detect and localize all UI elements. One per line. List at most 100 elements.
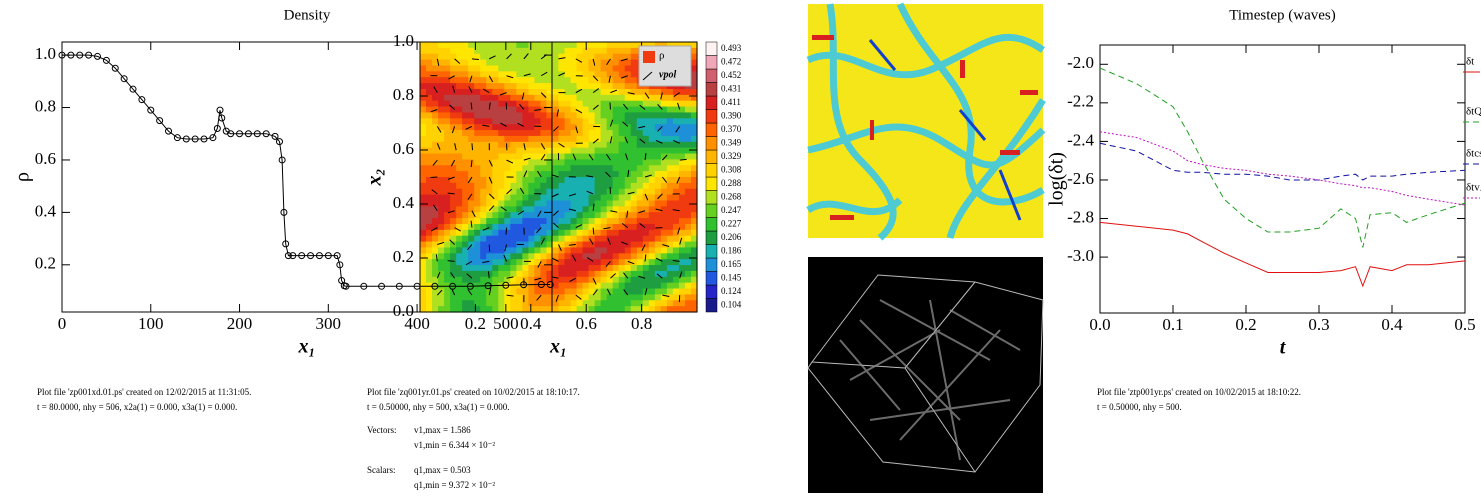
field-cell — [420, 229, 427, 237]
field-cell — [564, 112, 572, 119]
field-cell — [462, 223, 469, 231]
field-cell — [576, 306, 584, 313]
field-cell — [690, 159, 698, 166]
velocity-arrow — [487, 271, 490, 279]
field-cell — [444, 112, 451, 119]
field-cell — [504, 124, 511, 131]
field-cell — [600, 130, 608, 137]
field-cell — [528, 229, 536, 237]
field-cell — [558, 106, 566, 114]
field-cell — [660, 306, 668, 313]
field-cell — [564, 288, 572, 295]
field-cell — [492, 65, 499, 72]
field-cell — [660, 247, 668, 254]
field-cell — [444, 288, 451, 295]
velocity-arrow — [662, 244, 670, 247]
field-cell — [534, 147, 542, 155]
field-cell — [636, 188, 644, 196]
field-cell — [432, 112, 439, 119]
field-cell — [492, 112, 499, 119]
field-cell — [654, 259, 662, 266]
velocity-arrow — [627, 169, 630, 178]
field-cell — [432, 212, 439, 219]
field-cell — [630, 47, 638, 55]
field-cell — [432, 77, 439, 84]
field-cell — [690, 265, 698, 272]
field-cell — [594, 306, 602, 313]
field-cell — [654, 42, 662, 49]
field-cell — [588, 282, 596, 290]
field-cell — [426, 159, 433, 166]
field-cell — [594, 200, 602, 207]
field-cell — [552, 171, 560, 178]
field-cell — [624, 265, 632, 272]
field-cell — [558, 165, 566, 172]
field-cell — [432, 71, 439, 78]
field-cell — [612, 83, 620, 90]
field-cell — [468, 212, 475, 219]
field-cell — [624, 177, 632, 184]
field-cell — [528, 270, 536, 278]
velocity-arrow — [551, 174, 559, 178]
field-cell — [630, 300, 638, 307]
field-cell — [582, 159, 590, 166]
field-cell — [660, 212, 668, 219]
field-cell — [480, 94, 487, 102]
field-cell — [540, 159, 548, 166]
field-cell — [468, 71, 475, 78]
velocity-arrow — [447, 192, 455, 195]
field-cell — [486, 200, 493, 207]
data-point — [85, 51, 93, 59]
field-cell — [444, 229, 451, 237]
data-point — [236, 130, 244, 138]
velocity-arrow — [488, 205, 495, 212]
field-cell — [450, 194, 457, 202]
field-cell — [516, 141, 523, 149]
field-cell — [438, 77, 445, 84]
field-cell — [528, 259, 536, 266]
field-cell — [654, 223, 662, 231]
velocity-arrow — [519, 187, 525, 195]
field-cell — [540, 294, 548, 301]
legend-label: δtcs — [1466, 148, 1481, 160]
field-cell — [480, 300, 487, 307]
field-cell — [630, 218, 638, 225]
field-cell — [642, 42, 650, 49]
velocity-arrow — [433, 204, 438, 212]
field-cell — [558, 59, 566, 67]
field-cell — [534, 212, 542, 219]
field-cell — [630, 112, 638, 119]
field-cell — [624, 141, 632, 149]
field-cell — [486, 59, 493, 67]
field-cell — [600, 153, 608, 160]
field-cell — [618, 124, 626, 131]
field-cell — [450, 71, 457, 78]
velocity-arrow — [620, 75, 628, 79]
field-cell — [474, 200, 481, 207]
velocity-arrow — [639, 138, 646, 144]
field-cell — [462, 276, 469, 284]
field-cell — [444, 218, 451, 225]
field-cell — [618, 112, 626, 119]
plot-frame — [419, 41, 698, 313]
field-cell — [516, 247, 523, 254]
field-cell — [642, 300, 650, 307]
field-cell — [504, 130, 511, 137]
field-cell — [618, 282, 626, 290]
field-cell — [636, 112, 644, 119]
field-cell — [528, 194, 536, 202]
field-cell — [552, 118, 560, 125]
field-cell — [684, 241, 692, 249]
velocity-arrow — [551, 193, 559, 198]
field-cell — [594, 88, 602, 96]
field-cell — [612, 88, 620, 96]
x-axis-label: x₁ — [549, 336, 567, 358]
field-cell — [546, 253, 554, 260]
field-cell — [552, 71, 560, 78]
field-cell — [546, 112, 554, 119]
field-cell — [522, 259, 529, 266]
field-cell — [564, 106, 572, 114]
field-cell — [576, 247, 584, 254]
field-cell — [618, 265, 626, 272]
field-cell — [450, 223, 457, 231]
